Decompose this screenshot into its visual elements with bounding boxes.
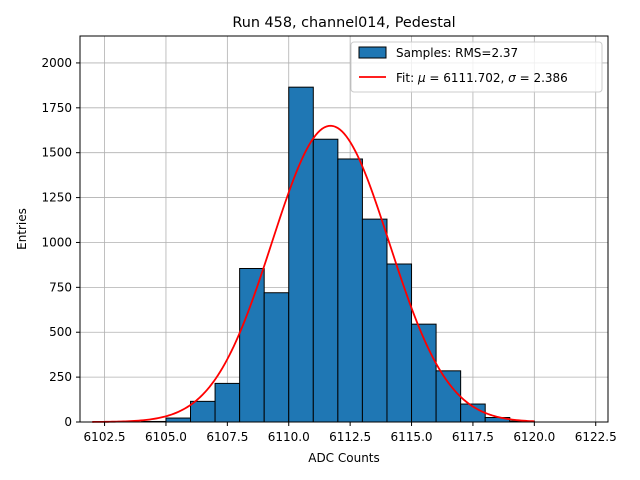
histogram-bar bbox=[312, 138, 339, 423]
x-tick-label: 6120.0 bbox=[513, 430, 555, 444]
y-tick-label: 0 bbox=[64, 415, 72, 429]
histogram-bar bbox=[361, 218, 388, 423]
x-tick-label: 6122.5 bbox=[575, 430, 617, 444]
legend-label-fit: Fit: μ = 6111.702, σ = 2.386 bbox=[396, 71, 568, 85]
y-tick-label: 1000 bbox=[41, 235, 72, 249]
x-tick-label: 6105.0 bbox=[145, 430, 187, 444]
histogram-bar bbox=[214, 382, 241, 423]
y-axis-ticks: 0 250 500 750 1000 1250 1500 1750 2000 bbox=[41, 56, 80, 429]
histogram-bar bbox=[435, 370, 462, 423]
histogram-bar bbox=[263, 292, 290, 423]
histogram-bar bbox=[337, 158, 363, 423]
y-tick-label: 1750 bbox=[41, 101, 72, 115]
legend-box bbox=[350, 41, 603, 93]
legend-fit-mu-value: = 6111.702, bbox=[426, 71, 509, 85]
x-tick-label: 6110.0 bbox=[268, 430, 310, 444]
fit-curve bbox=[92, 124, 535, 423]
fit-curve-layer bbox=[92, 124, 535, 423]
x-axis-label: ADC Counts bbox=[308, 451, 380, 465]
y-tick-label: 1250 bbox=[41, 191, 72, 205]
y-tick-label: 250 bbox=[49, 370, 72, 384]
y-axis-label: Entries bbox=[15, 208, 29, 250]
y-tick-label: 500 bbox=[49, 325, 72, 339]
plot-frame bbox=[79, 35, 609, 423]
histogram-bar bbox=[239, 267, 265, 423]
legend: Samples: RMS=2.37 Fit: μ = 6111.702, σ =… bbox=[350, 41, 603, 93]
histogram-bar bbox=[386, 263, 413, 423]
legend-fit-sigma-value: = 2.386 bbox=[516, 71, 568, 85]
histogram-bars bbox=[140, 86, 535, 423]
histogram-bar bbox=[190, 400, 216, 423]
legend-fit-mu-symbol: μ bbox=[417, 71, 426, 85]
legend-swatch-samples bbox=[358, 46, 387, 59]
y-tick-label: 2000 bbox=[41, 56, 72, 70]
x-tick-label: 6102.5 bbox=[84, 430, 126, 444]
legend-fit-prefix: Fit: bbox=[396, 71, 418, 85]
histogram-bar bbox=[288, 86, 314, 423]
x-axis-ticks: 6102.5 6105.0 6107.5 6110.0 6112.5 6115.0 6117… bbox=[84, 422, 617, 444]
x-tick-label: 6112.5 bbox=[329, 430, 371, 444]
x-tick-label: 6107.5 bbox=[206, 430, 248, 444]
x-tick-label: 6115.0 bbox=[391, 430, 433, 444]
histogram-bar bbox=[165, 417, 192, 423]
x-tick-label: 6117.5 bbox=[452, 430, 494, 444]
y-tick-label: 1500 bbox=[41, 146, 72, 160]
legend-fit-sigma-symbol: σ bbox=[508, 71, 516, 85]
y-tick-label: 750 bbox=[49, 280, 72, 294]
chart-title: Run 458, channel014, Pedestal bbox=[232, 15, 455, 31]
legend-label-samples: Samples: RMS=2.37 bbox=[396, 46, 518, 60]
